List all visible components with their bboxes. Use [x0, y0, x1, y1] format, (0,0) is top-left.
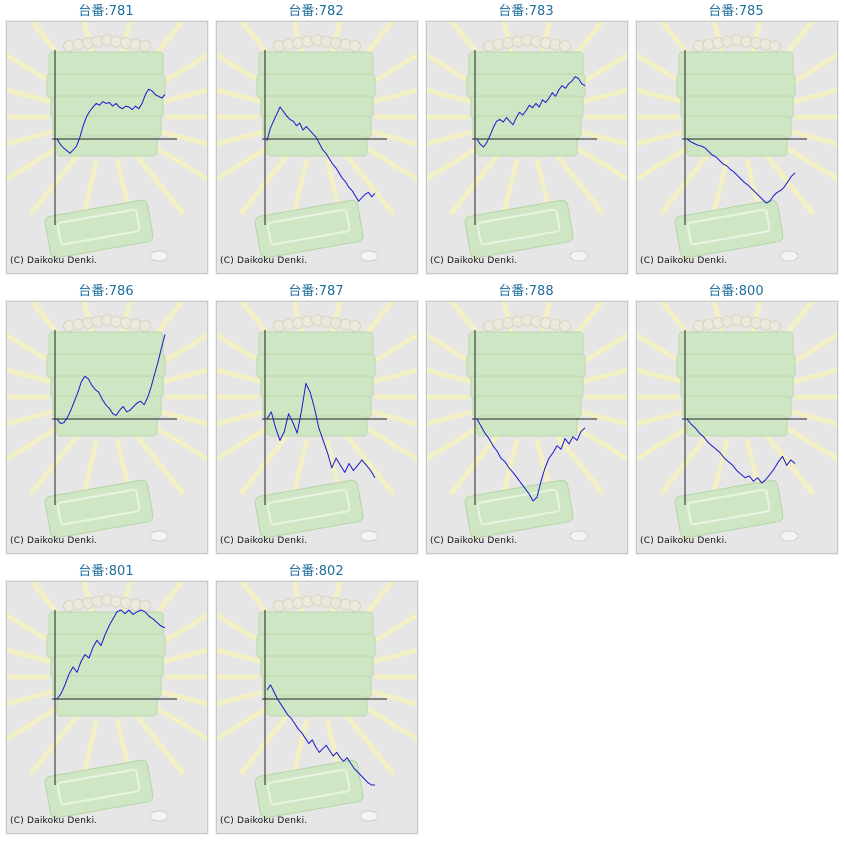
data-series-line [686, 138, 796, 204]
data-series-line [56, 609, 166, 700]
machine-chart: 台番:801 (C) Daikoku Denki. [4, 560, 208, 836]
background-illustration [427, 22, 627, 262]
machine-number-title[interactable]: 台番:800 [708, 284, 764, 299]
machine-number-title[interactable]: 台番:785 [708, 4, 764, 19]
chart-svg [217, 22, 417, 262]
background-illustration [637, 22, 837, 262]
chart-panel: (C) Daikoku Denki. [426, 21, 628, 274]
data-series-line [56, 88, 166, 154]
chart-panel: (C) Daikoku Denki. [636, 21, 838, 274]
chart-panel: (C) Daikoku Denki. [6, 581, 208, 834]
machine-number-title[interactable]: 台番:788 [498, 284, 554, 299]
chart-svg [637, 22, 837, 262]
data-series-line [266, 382, 376, 478]
copyright-text: (C) Daikoku Denki. [640, 536, 728, 546]
background-illustration [7, 22, 207, 262]
chart-panel: (C) Daikoku Denki. [216, 581, 418, 834]
copyright-text: (C) Daikoku Denki. [220, 536, 308, 546]
machine-number-title[interactable]: 台番:783 [498, 4, 554, 19]
machine-number-title[interactable]: 台番:781 [78, 4, 134, 19]
chart-panel: (C) Daikoku Denki. [6, 301, 208, 554]
chart-panel: (C) Daikoku Denki. [636, 301, 838, 554]
chart-svg [427, 302, 627, 542]
data-series-line [686, 418, 796, 484]
chart-panel: (C) Daikoku Denki. [216, 301, 418, 554]
machine-number-title[interactable]: 台番:782 [288, 4, 344, 19]
copyright-text: (C) Daikoku Denki. [430, 256, 518, 266]
chart-panel: (C) Daikoku Denki. [216, 21, 418, 274]
machine-chart: 台番:800 (C) Daikoku Denki. [634, 280, 838, 556]
data-series-line [476, 76, 586, 148]
chart-svg [7, 302, 207, 542]
background-illustration [427, 302, 627, 542]
chart-svg [7, 22, 207, 262]
copyright-text: (C) Daikoku Denki. [640, 256, 728, 266]
chart-svg [7, 582, 207, 822]
machine-chart: 台番:782 (C) Daikoku Denki. [214, 0, 418, 276]
chart-panel: (C) Daikoku Denki. [426, 301, 628, 554]
data-series-line [56, 334, 166, 424]
chart-svg [427, 22, 627, 262]
copyright-text: (C) Daikoku Denki. [10, 816, 98, 826]
data-series-line [266, 684, 375, 786]
machine-chart: 台番:781 (C) Daikoku Denki. [4, 0, 208, 276]
copyright-text: (C) Daikoku Denki. [10, 536, 98, 546]
background-illustration [217, 22, 417, 262]
copyright-text: (C) Daikoku Denki. [220, 816, 308, 826]
machine-chart: 台番:785 (C) Daikoku Denki. [634, 0, 838, 276]
background-illustration [217, 582, 417, 822]
chart-svg [217, 582, 417, 822]
chart-panel: (C) Daikoku Denki. [6, 21, 208, 274]
chart-svg [637, 302, 837, 542]
machine-number-title[interactable]: 台番:801 [78, 564, 134, 579]
background-illustration [7, 582, 207, 822]
machine-chart: 台番:783 (C) Daikoku Denki. [424, 0, 628, 276]
machine-number-title[interactable]: 台番:802 [288, 564, 344, 579]
background-illustration [217, 302, 417, 542]
machine-chart: 台番:787 (C) Daikoku Denki. [214, 280, 418, 556]
data-series-line [476, 418, 586, 502]
machine-chart: 台番:788 (C) Daikoku Denki. [424, 280, 628, 556]
background-illustration [637, 302, 837, 542]
background-illustration [7, 302, 207, 542]
copyright-text: (C) Daikoku Denki. [10, 256, 98, 266]
chart-svg [217, 302, 417, 542]
data-series-line [266, 106, 376, 202]
copyright-text: (C) Daikoku Denki. [430, 536, 518, 546]
machine-number-title[interactable]: 台番:787 [288, 284, 344, 299]
machine-chart: 台番:802 (C) Daikoku Denki. [214, 560, 418, 836]
machine-number-title[interactable]: 台番:786 [78, 284, 134, 299]
machine-chart: 台番:786 (C) Daikoku Denki. [4, 280, 208, 556]
copyright-text: (C) Daikoku Denki. [220, 256, 308, 266]
